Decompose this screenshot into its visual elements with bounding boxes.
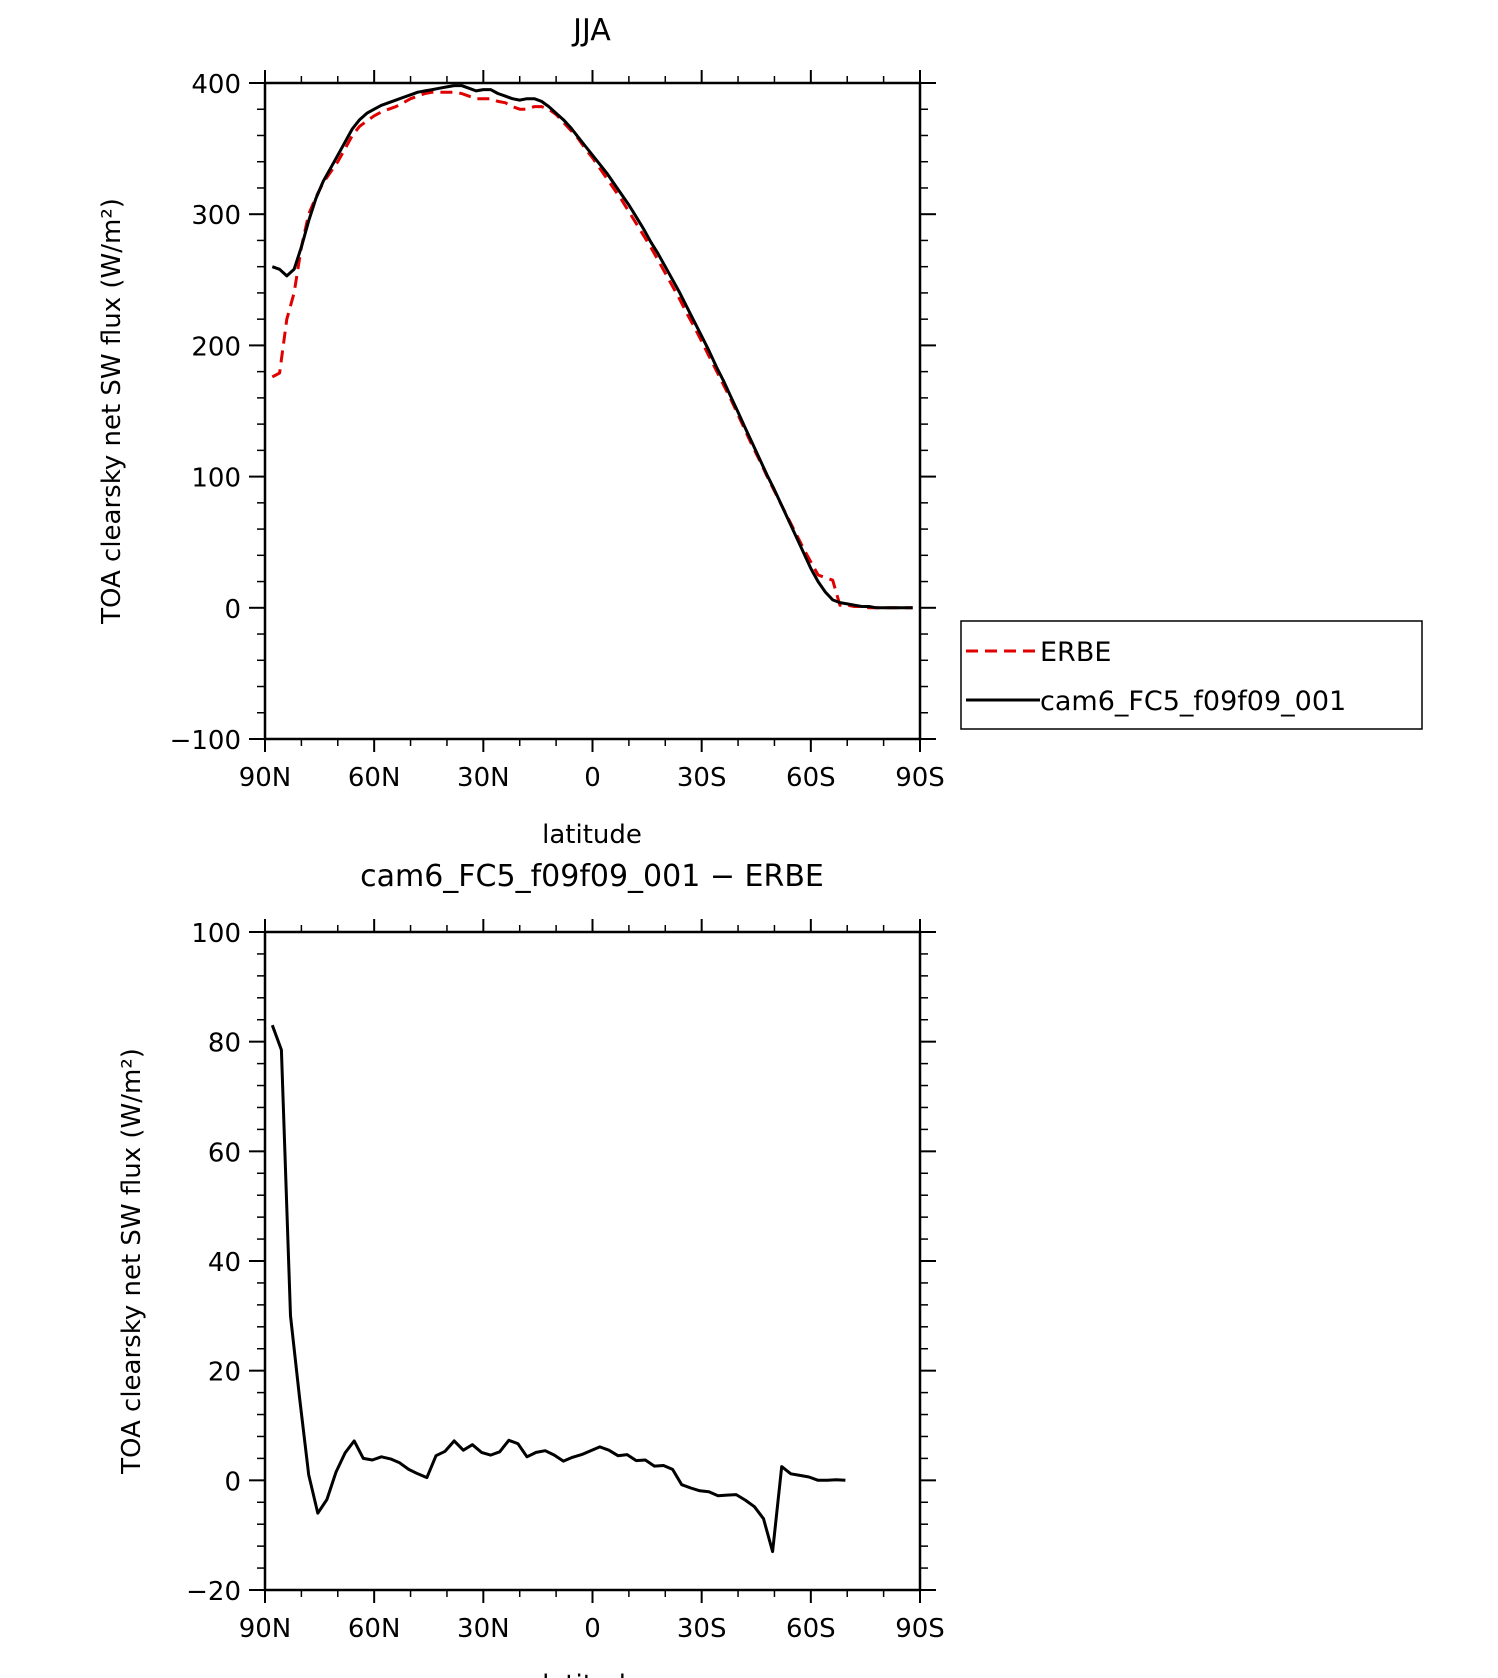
x-tick-label: 90S (895, 1614, 945, 1644)
x-tick-label: 90N (239, 1614, 292, 1644)
y-tick-label: 400 (191, 70, 241, 100)
top-plot-frame (263, 81, 922, 741)
legend-label-cam6: cam6_FC5_f09f09_001 (1040, 686, 1346, 717)
top-x-ticks: 90N 60N 30N 0 30S 60S 90S (239, 70, 945, 793)
x-tick-label: 30N (457, 763, 510, 793)
bottom-title: cam6_FC5_f09f09_001 − ERBE (360, 859, 824, 894)
y-tick-label: −100 (170, 726, 241, 756)
bottom-panel: cam6_FC5_f09f09_001 − ERBE 90N 60N 30N 0 30S… (117, 859, 945, 1678)
bottom-y-axis-label: TOA clearsky net SW flux (W/m²) (117, 1048, 147, 1475)
series-line-cam6-fc5-f09f09-001 (271, 84, 913, 610)
x-tick-label: 30S (677, 763, 727, 793)
x-tick-label: 60N (348, 1614, 401, 1644)
y-tick-label: 100 (191, 919, 241, 949)
x-tick-label: 0 (584, 1614, 601, 1644)
y-tick-label: −20 (186, 1577, 241, 1607)
bottom-x-axis-label: latitude (542, 1670, 642, 1678)
x-tick-label: 60S (786, 1614, 836, 1644)
top-y-ticks: 400 300 200 100 0 −100 (170, 70, 936, 756)
legend-label-erbe: ERBE (1040, 637, 1111, 668)
y-tick-label: 0 (224, 595, 241, 625)
x-tick-label: 0 (584, 763, 601, 793)
bottom-series (270, 1024, 846, 1554)
top-panel: JJA 90N 60N 30N 0 30S 60S 90S 400 300 200 100 0 −10… (97, 13, 1423, 850)
legend-box (960, 620, 1423, 730)
series-line-erbe (271, 90, 913, 610)
y-tick-label: 80 (208, 1029, 241, 1059)
y-tick-label: 300 (191, 201, 241, 231)
x-tick-label: 30S (677, 1614, 727, 1644)
bottom-plot-frame (263, 930, 922, 1592)
y-tick-label: 60 (208, 1138, 241, 1168)
x-tick-label: 90S (895, 763, 945, 793)
top-series (271, 84, 913, 610)
y-tick-label: 100 (191, 464, 241, 494)
y-tick-label: 0 (224, 1467, 241, 1497)
x-tick-label: 60N (348, 763, 401, 793)
y-tick-label: 200 (191, 332, 241, 362)
x-tick-label: 30N (457, 1614, 510, 1644)
top-title: JJA (571, 13, 611, 48)
y-tick-label: 40 (208, 1248, 241, 1278)
legend: ERBE cam6_FC5_f09f09_001 (960, 620, 1423, 730)
series-line-difference (270, 1024, 846, 1554)
top-y-axis-label: TOA clearsky net SW flux (W/m²) (97, 198, 127, 625)
y-tick-label: 20 (208, 1358, 241, 1388)
x-tick-label: 90N (239, 763, 292, 793)
x-tick-label: 60S (786, 763, 836, 793)
top-x-axis-label: latitude (542, 820, 642, 850)
bottom-y-ticks: 100 80 60 40 20 0 −20 (186, 919, 936, 1607)
bottom-x-ticks: 90N 60N 30N 0 30S 60S 90S (239, 919, 945, 1644)
